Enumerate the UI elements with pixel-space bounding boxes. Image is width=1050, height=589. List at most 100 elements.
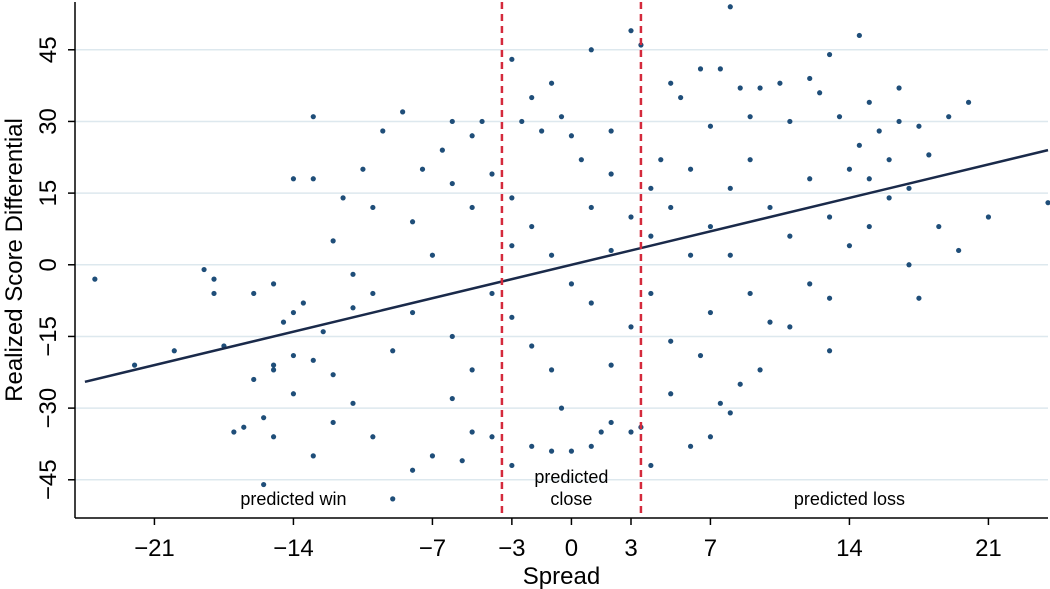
y-tick-label: 30 bbox=[35, 108, 62, 135]
data-point bbox=[807, 75, 813, 82]
data-point bbox=[826, 348, 833, 354]
x-tick-label: −14 bbox=[273, 535, 314, 562]
data-point bbox=[787, 118, 793, 125]
data-point bbox=[290, 391, 297, 397]
data-point bbox=[558, 114, 565, 120]
data-point bbox=[628, 429, 634, 435]
data-point bbox=[608, 247, 614, 254]
data-point bbox=[310, 114, 316, 120]
data-point bbox=[270, 281, 277, 287]
data-point bbox=[687, 252, 694, 258]
data-point bbox=[390, 348, 396, 354]
data-point bbox=[598, 429, 604, 435]
data-point bbox=[836, 114, 843, 120]
data-point bbox=[965, 99, 972, 105]
data-point bbox=[211, 290, 217, 297]
data-point bbox=[668, 204, 674, 211]
region-label: close bbox=[550, 489, 592, 509]
data-point bbox=[727, 252, 733, 258]
data-point bbox=[568, 448, 575, 454]
data-point bbox=[171, 348, 177, 354]
data-point bbox=[211, 276, 217, 282]
data-point bbox=[469, 367, 475, 373]
region-label: predicted win bbox=[240, 489, 346, 509]
data-point bbox=[261, 415, 267, 421]
data-point bbox=[886, 195, 892, 201]
data-point bbox=[956, 247, 962, 254]
data-point bbox=[270, 367, 277, 373]
data-point bbox=[280, 319, 287, 325]
data-point bbox=[330, 419, 336, 426]
data-point bbox=[856, 32, 862, 39]
data-point bbox=[846, 243, 853, 249]
region-label: predicted loss bbox=[794, 489, 905, 509]
data-point bbox=[588, 47, 594, 53]
data-point bbox=[648, 290, 654, 297]
data-point bbox=[826, 295, 833, 301]
data-point bbox=[300, 300, 306, 306]
data-point bbox=[906, 262, 912, 268]
data-point bbox=[846, 166, 853, 172]
x-axis-title: Spread bbox=[523, 563, 600, 589]
data-point bbox=[241, 424, 247, 430]
data-point bbox=[608, 171, 614, 177]
data-point bbox=[509, 195, 515, 201]
data-point bbox=[509, 462, 515, 469]
data-point bbox=[668, 80, 674, 86]
gridlines bbox=[75, 49, 1048, 481]
data-point bbox=[717, 66, 723, 72]
data-point bbox=[916, 295, 922, 301]
data-point bbox=[449, 180, 455, 187]
data-point bbox=[568, 281, 575, 287]
data-point bbox=[946, 114, 952, 120]
data-point bbox=[588, 443, 594, 449]
data-point bbox=[737, 85, 743, 91]
data-point bbox=[668, 338, 674, 344]
data-point bbox=[658, 157, 664, 163]
x-tick-label: 3 bbox=[624, 535, 637, 562]
x-tick-label: 0 bbox=[565, 535, 578, 562]
data-point bbox=[906, 185, 912, 191]
data-point bbox=[548, 80, 555, 86]
data-point bbox=[548, 448, 555, 454]
data-point bbox=[449, 333, 455, 340]
data-point bbox=[608, 362, 614, 368]
data-point bbox=[568, 133, 575, 139]
data-point bbox=[231, 429, 237, 435]
x-tick-label: 21 bbox=[975, 535, 1002, 562]
data-point bbox=[588, 300, 594, 306]
data-point bbox=[489, 290, 495, 297]
data-point bbox=[370, 290, 376, 297]
data-point bbox=[807, 176, 813, 182]
x-tick-label: 7 bbox=[704, 535, 717, 562]
data-point bbox=[459, 458, 465, 464]
data-point bbox=[270, 362, 277, 368]
y-axis-title: Realized Score Differential bbox=[1, 118, 28, 402]
data-point bbox=[687, 166, 694, 172]
data-point bbox=[747, 290, 753, 297]
region-label: predicted bbox=[534, 467, 608, 487]
y-tick-label: 0 bbox=[35, 258, 62, 271]
data-point bbox=[429, 453, 436, 459]
data-point bbox=[469, 204, 475, 211]
data-point bbox=[529, 343, 535, 349]
data-point bbox=[539, 128, 545, 134]
data-point bbox=[509, 243, 515, 249]
data-point bbox=[727, 4, 733, 10]
data-point bbox=[678, 94, 684, 101]
fit-line bbox=[84, 148, 1049, 384]
data-point bbox=[767, 204, 773, 211]
data-point bbox=[896, 118, 902, 125]
data-point bbox=[489, 171, 495, 177]
data-point bbox=[330, 238, 336, 244]
data-point bbox=[290, 352, 297, 359]
data-point bbox=[340, 195, 346, 201]
data-point bbox=[926, 152, 932, 158]
data-point bbox=[727, 185, 733, 191]
data-point bbox=[697, 352, 704, 359]
axes bbox=[68, 2, 1048, 525]
data-point bbox=[757, 85, 763, 91]
data-point bbox=[529, 94, 535, 101]
x-tick-label: −7 bbox=[419, 535, 446, 562]
